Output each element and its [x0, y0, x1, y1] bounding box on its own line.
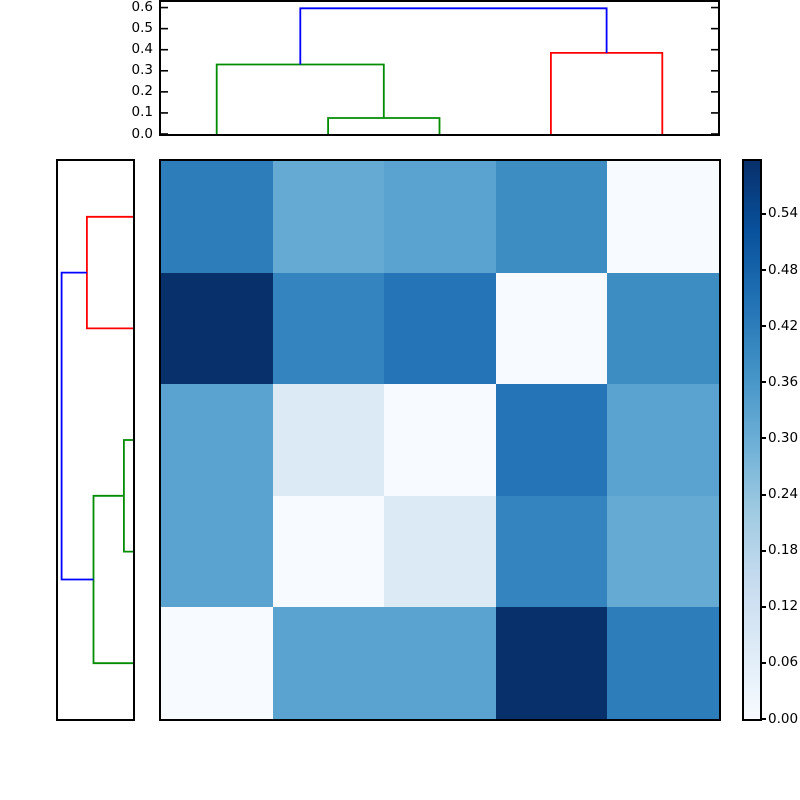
colorbar-tick	[762, 381, 766, 384]
heatmap-cell	[161, 607, 274, 720]
heatmap-cell	[272, 161, 385, 274]
heatmap-cell	[161, 495, 274, 608]
dendrogram-link	[92, 494, 133, 665]
heatmap-cell	[495, 384, 608, 497]
colorbar-gradient	[744, 161, 760, 719]
colorbar-tick-label: 0.36	[768, 373, 799, 390]
colorbar-tick-label: 0.06	[768, 654, 799, 671]
heatmap-cell	[607, 384, 720, 497]
heatmap-cell	[272, 607, 385, 720]
row-dendrogram-axes	[56, 159, 135, 721]
dendrogram-link	[327, 117, 441, 134]
colorbar-tick	[762, 437, 766, 440]
colorbar-tick	[762, 325, 766, 328]
distance-axis-tick-label: 0.6	[131, 0, 153, 16]
distance-axis-tick-label: 0.3	[131, 62, 153, 79]
heatmap	[161, 161, 720, 720]
dendrogram-link	[123, 439, 133, 553]
colorbar-tick	[762, 212, 766, 215]
column-dendrogram	[161, 6, 718, 134]
colorbar-tick-label: 0.18	[768, 542, 799, 559]
colorbar-tick-label: 0.12	[768, 598, 799, 615]
distance-axis-tick-labels: 0.0 0.1 0.2 0.3 0.4 0.5 0.6	[0, 0, 153, 142]
colorbar-tick	[762, 549, 766, 552]
heatmap-cell	[384, 607, 497, 720]
colorbar-tick	[762, 269, 766, 272]
heatmap-cell	[161, 272, 274, 385]
colorbar	[742, 159, 762, 721]
dendrogram-link	[299, 7, 608, 65]
heatmap-axes	[159, 159, 721, 721]
heatmap-cell	[607, 272, 720, 385]
colorbar-tick-label: 0.42	[768, 317, 799, 334]
heatmap-cell	[495, 607, 608, 720]
heatmap-cell	[161, 161, 274, 274]
colorbar-tick	[762, 718, 766, 720]
heatmap-cell	[272, 384, 385, 497]
heatmap-cell	[384, 495, 497, 608]
distance-axis-tick-label: 0.2	[131, 83, 153, 100]
colorbar-tick	[762, 605, 766, 608]
distance-axis-tick-label: 0.5	[131, 20, 153, 37]
colorbar-tick	[762, 661, 766, 664]
heatmap-cell	[384, 161, 497, 274]
dendrogram-link	[60, 271, 94, 581]
heatmap-cell	[607, 495, 720, 608]
heatmap-cell	[272, 272, 385, 385]
heatmap-cell	[495, 495, 608, 608]
row-dendrogram	[60, 215, 133, 665]
heatmap-cell	[384, 384, 497, 497]
heatmap-cell	[272, 495, 385, 608]
heatmap-cell	[495, 161, 608, 274]
colorbar-tick-label: 0.00	[768, 710, 799, 727]
heatmap-cell	[161, 384, 274, 497]
distance-axis-tick-label: 0.4	[131, 41, 153, 58]
dendrogram-link	[549, 52, 664, 134]
distance-axis-tick-label: 0.0	[131, 125, 153, 142]
colorbar-ticks: 0.00 0.06 0.12 0.18 0.24 0.30 0.36 0.42 0.48 0.54	[762, 161, 800, 727]
distance-axis-tick-label: 0.1	[131, 104, 153, 121]
heatmap-cell	[607, 607, 720, 720]
heatmap-cell	[607, 161, 720, 274]
colorbar-tick-label: 0.48	[768, 261, 799, 278]
colorbar-tick-label: 0.54	[768, 205, 799, 222]
heatmap-cell	[495, 272, 608, 385]
colorbar-tick	[762, 493, 766, 496]
colorbar-tick-label: 0.24	[768, 486, 799, 503]
heatmap-cell	[384, 272, 497, 385]
column-dendrogram-axes	[159, 0, 720, 136]
dendrogram-link	[85, 215, 133, 330]
colorbar-tick-label: 0.30	[768, 429, 799, 446]
dendrogram-link	[215, 63, 385, 134]
